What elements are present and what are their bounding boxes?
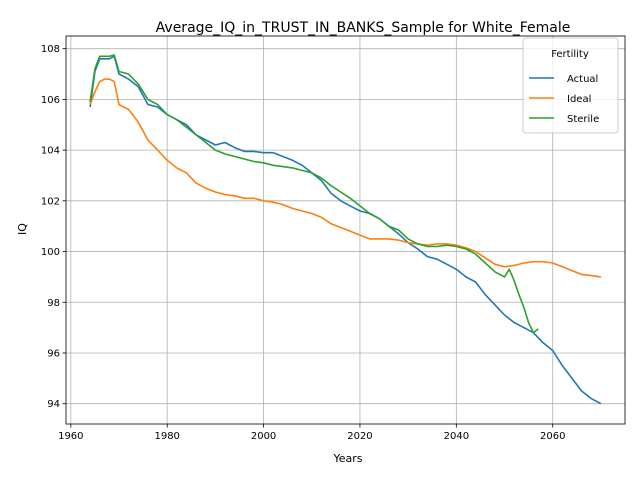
legend-label-actual: Actual	[567, 74, 598, 85]
x-tick-label: 2020	[347, 431, 372, 442]
y-tick-label: 98	[47, 298, 60, 309]
legend-label-ideal: Ideal	[567, 94, 591, 105]
series-lines	[89, 54, 602, 405]
y-tick-label: 100	[41, 247, 60, 258]
x-tick-label: 1960	[58, 431, 83, 442]
y-tick-label: 102	[41, 196, 60, 207]
y-axis-label: IQ	[16, 223, 29, 235]
chart-title: Average_IQ_in_TRUST_IN_BANKS_Sample for …	[156, 20, 571, 36]
legend-items: Actual Ideal Sterile	[529, 74, 599, 125]
plot-frame	[65, 35, 626, 425]
legend-title: Fertility	[551, 49, 589, 60]
series-line-sterile	[89, 54, 539, 334]
x-tick-label: 2000	[251, 431, 276, 442]
series-line-actual	[89, 55, 602, 405]
x-tick-label: 2060	[540, 431, 565, 442]
x-axis-label: Years	[332, 452, 362, 465]
legend-box	[522, 37, 619, 134]
y-tick-label: 108	[41, 44, 60, 55]
gridlines	[66, 36, 625, 424]
y-tick-label: 106	[41, 95, 60, 106]
legend-label-sterile: Sterile	[567, 114, 599, 125]
y-tick-label: 94	[47, 399, 60, 410]
x-tick-label: 2040	[444, 431, 469, 442]
y-axis-ticks: 94 96 98 100 102 104 106 108	[41, 44, 66, 410]
series-line-ideal	[89, 78, 602, 278]
y-tick-label: 96	[47, 348, 60, 359]
x-tick-label: 1980	[154, 431, 179, 442]
x-axis-ticks: 1960 1980 2000 2020 2040 2060	[58, 424, 565, 442]
legend: Fertility Actual Ideal Sterile	[522, 37, 619, 134]
y-tick-label: 104	[41, 146, 60, 157]
